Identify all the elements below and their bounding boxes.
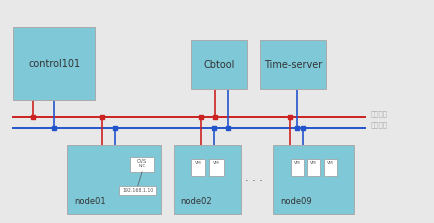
Text: 管理網絡: 管理網絡: [371, 110, 388, 117]
Text: VM: VM: [194, 161, 201, 165]
Text: VM: VM: [294, 161, 300, 165]
FancyBboxPatch shape: [307, 159, 320, 176]
Text: 192.168.1.10: 192.168.1.10: [122, 188, 154, 193]
Text: 業務網絡: 業務網絡: [371, 122, 388, 128]
FancyBboxPatch shape: [191, 159, 205, 176]
FancyBboxPatch shape: [191, 40, 247, 89]
Text: VM: VM: [213, 161, 220, 165]
FancyBboxPatch shape: [67, 145, 161, 214]
Text: control101: control101: [28, 59, 80, 68]
Text: . . .: . . .: [245, 173, 263, 183]
Text: node02: node02: [180, 197, 212, 206]
FancyBboxPatch shape: [130, 157, 154, 172]
FancyBboxPatch shape: [13, 27, 95, 100]
FancyBboxPatch shape: [209, 159, 224, 176]
FancyBboxPatch shape: [323, 159, 337, 176]
Text: Time-server: Time-server: [264, 60, 322, 70]
FancyBboxPatch shape: [260, 40, 326, 89]
Text: OVS: OVS: [137, 159, 147, 164]
Text: Cbtool: Cbtool: [204, 60, 235, 70]
Text: node01: node01: [74, 197, 105, 206]
Text: VM: VM: [310, 161, 317, 165]
Text: node09: node09: [280, 197, 312, 206]
Text: NIC: NIC: [138, 164, 146, 168]
FancyBboxPatch shape: [291, 159, 304, 176]
FancyBboxPatch shape: [119, 186, 156, 195]
FancyBboxPatch shape: [174, 145, 241, 214]
FancyBboxPatch shape: [273, 145, 354, 214]
Text: VM: VM: [327, 161, 333, 165]
